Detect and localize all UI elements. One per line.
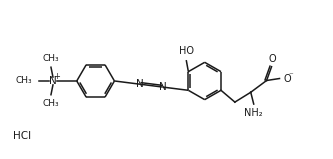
Text: CH₃: CH₃ bbox=[16, 76, 32, 86]
Text: HCl: HCl bbox=[13, 131, 31, 141]
Text: CH₃: CH₃ bbox=[43, 54, 59, 63]
Text: NH₂: NH₂ bbox=[244, 108, 263, 118]
Text: O: O bbox=[283, 73, 291, 83]
Text: ⁻: ⁻ bbox=[288, 71, 293, 80]
Text: HO: HO bbox=[179, 46, 194, 56]
Text: N: N bbox=[137, 79, 144, 89]
Text: O: O bbox=[269, 54, 276, 64]
Text: N: N bbox=[159, 82, 166, 92]
Text: N: N bbox=[49, 76, 57, 86]
Text: +: + bbox=[54, 72, 60, 81]
Text: CH₃: CH₃ bbox=[43, 99, 59, 108]
